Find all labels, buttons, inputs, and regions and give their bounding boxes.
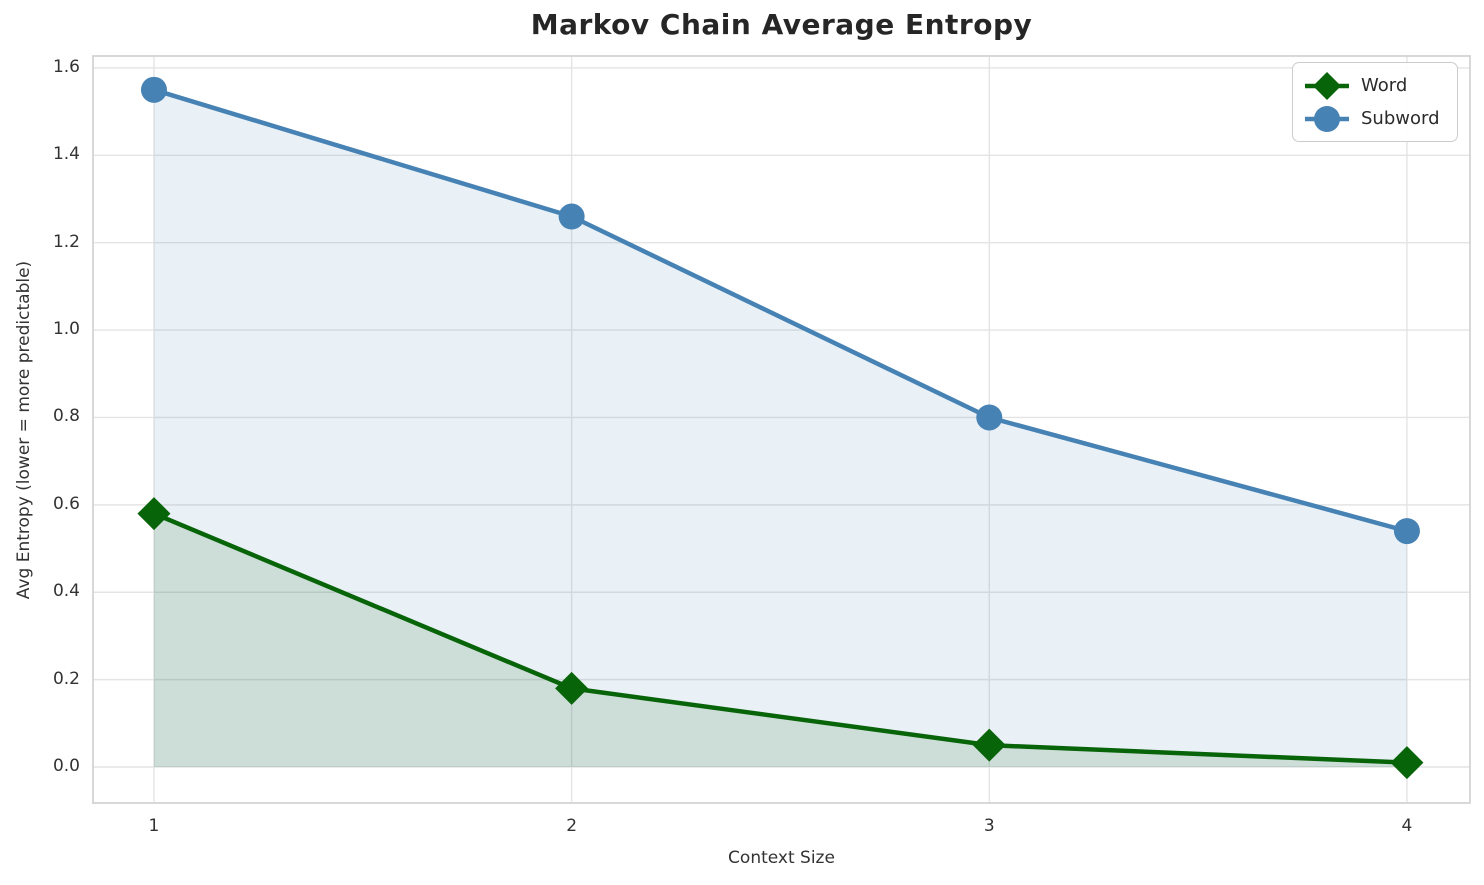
- y-tick-label: 1.6: [52, 56, 80, 77]
- word-markers: [137, 497, 1424, 780]
- word-marker-2: [555, 671, 589, 705]
- plot-frame: [92, 55, 1471, 804]
- y-tick-label: 1.4: [52, 144, 80, 165]
- subword-marker-1: [140, 76, 167, 103]
- y-axis-label: Avg Entropy (lower = more predictable): [14, 260, 34, 600]
- x-tick-label: 3: [983, 816, 995, 836]
- legend-label-word: Word: [1361, 75, 1408, 96]
- chart-title: Markov Chain Average Entropy: [530, 8, 1033, 41]
- x-tick-label: 1: [148, 816, 160, 836]
- word-line: [151, 511, 1410, 765]
- area-fills: [153, 89, 1407, 767]
- legend-item-word: Word: [1303, 69, 1447, 102]
- y-tick-label: 0.8: [52, 406, 80, 427]
- word-legend-marker-icon: [1305, 71, 1349, 100]
- y-tick-label: 0.6: [52, 493, 80, 514]
- subword-marker-2: [558, 203, 585, 230]
- subword-marker-4: [1393, 518, 1420, 545]
- y-tick-label: 1.0: [52, 319, 80, 340]
- legend-item-subword: Subword: [1303, 102, 1447, 135]
- subword-marker-3: [976, 404, 1003, 431]
- y-tick-label: 0.0: [52, 756, 80, 776]
- subword-legend-marker-icon: [1305, 105, 1349, 132]
- y-tick-label: 0.2: [52, 668, 80, 689]
- legend: Word Subword: [1292, 62, 1458, 142]
- word-marker-1: [137, 497, 171, 531]
- subword-markers: [140, 76, 1420, 545]
- gridlines: [93, 56, 1470, 803]
- y-tick-label: 1.2: [52, 231, 80, 252]
- subword-area-fill: [153, 89, 1407, 767]
- x-axis-label: Context Size: [728, 848, 835, 868]
- y-tick-label: 0.4: [52, 581, 80, 602]
- word-area-fill: [153, 513, 1407, 767]
- subword-line: [151, 87, 1410, 534]
- legend-label-subword: Subword: [1361, 108, 1440, 129]
- word-marker-4: [1390, 746, 1424, 780]
- word-marker-3: [972, 728, 1006, 762]
- x-tick-label: 4: [1401, 816, 1413, 836]
- x-tick-label: 2: [566, 816, 578, 836]
